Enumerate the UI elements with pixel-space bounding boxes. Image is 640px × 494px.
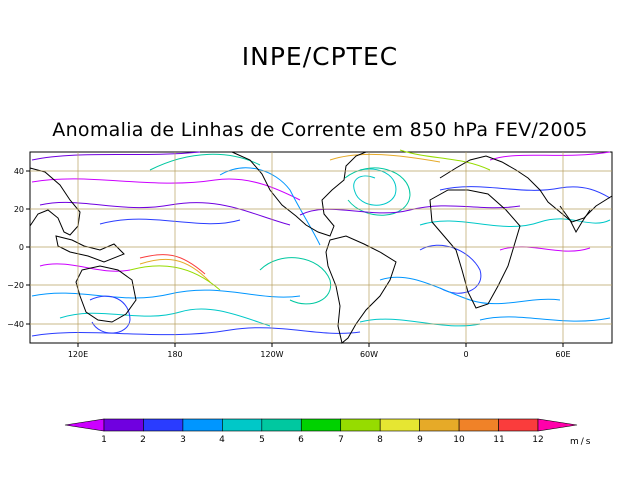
streamline [419, 218, 611, 228]
streamline [499, 246, 591, 252]
colorbar-label: 7 [338, 435, 344, 445]
coastlines [29, 151, 613, 344]
colorbar-cell [143, 418, 184, 432]
lon-label: 180 [167, 350, 182, 359]
lon-label: 120W [260, 350, 283, 359]
colorbar-label: 2 [140, 435, 146, 445]
lat-label: 0 [19, 243, 24, 252]
lon-axis: 120E 180 120W 60W 0 60E [68, 343, 571, 359]
colorbar-label: 1 [101, 435, 107, 445]
streamline [489, 151, 611, 161]
colorbar-label: 6 [298, 435, 304, 445]
colorbar-label: 12 [532, 435, 543, 445]
colorbar-left-arrow [64, 418, 105, 432]
coastline-north-america [231, 151, 367, 237]
colorbar-cells [103, 418, 539, 432]
streamline [344, 167, 411, 216]
streamline [439, 186, 611, 199]
colorbar-label: 8 [377, 435, 383, 445]
colorbar-cell [419, 418, 460, 432]
streamline [89, 295, 131, 334]
lat-label: −20 [7, 281, 24, 290]
streamline [399, 149, 491, 171]
streamline [31, 327, 361, 337]
lon-label: 60E [555, 350, 570, 359]
lat-axis: 40 20 0 −20 −40 [7, 167, 30, 329]
lat-label: −40 [7, 320, 24, 329]
streamline [353, 168, 397, 206]
streamline [419, 244, 482, 294]
streamline [259, 257, 332, 305]
lat-label: 20 [14, 205, 24, 214]
streamline [99, 218, 241, 225]
streamline [31, 289, 301, 299]
colorbar-cell [458, 418, 499, 432]
streamline [329, 153, 441, 163]
streamline [479, 316, 611, 322]
lon-label: 60W [360, 350, 378, 359]
streamline [139, 254, 206, 275]
lon-label: 120E [68, 350, 88, 359]
streamline [31, 151, 201, 161]
streamline [219, 167, 321, 246]
colorbar-cell [340, 418, 381, 432]
coastline-europe [439, 155, 613, 223]
colorbar-right-arrow [537, 418, 578, 432]
colorbar-label: 10 [453, 435, 465, 445]
coastline-africa [429, 189, 521, 309]
lon-label: 0 [463, 350, 468, 359]
colorbar-cell [103, 418, 144, 432]
graticule [30, 152, 612, 343]
colorbar-label: 5 [259, 435, 265, 445]
colorbar-cell [379, 418, 420, 432]
colorbar-cell [300, 418, 342, 432]
colorbar-labels: 1 2 3 4 5 6 7 8 9 10 11 12 [101, 435, 544, 445]
streamline [359, 318, 481, 327]
colorbar-label: 9 [417, 435, 423, 445]
colorbar-cell [182, 418, 223, 432]
coastline-maritime-continent [55, 235, 125, 263]
coastline-australia [75, 265, 137, 323]
colorbar-unit: m/s [570, 437, 593, 447]
streamline [39, 201, 291, 226]
colorbar: 1 2 3 4 5 6 7 8 9 10 11 12 m/s [64, 418, 593, 447]
colorbar-label: 11 [493, 435, 504, 445]
colorbar-cell [222, 418, 263, 432]
coastline-india [559, 205, 591, 234]
streamline [59, 308, 271, 327]
streamline [39, 263, 131, 272]
coastline-asia [29, 167, 81, 236]
streamline [379, 276, 561, 305]
colorbar-cell [261, 418, 302, 432]
lat-label: 40 [14, 167, 24, 176]
map-subtitle: Anomalia de Linhas de Corrente em 850 hP… [52, 119, 588, 141]
colorbar-label: 4 [219, 435, 225, 445]
colorbar-label: 3 [180, 435, 186, 445]
main-title: INPE/CPTEC [241, 42, 399, 71]
colorbar-cell [498, 418, 539, 432]
